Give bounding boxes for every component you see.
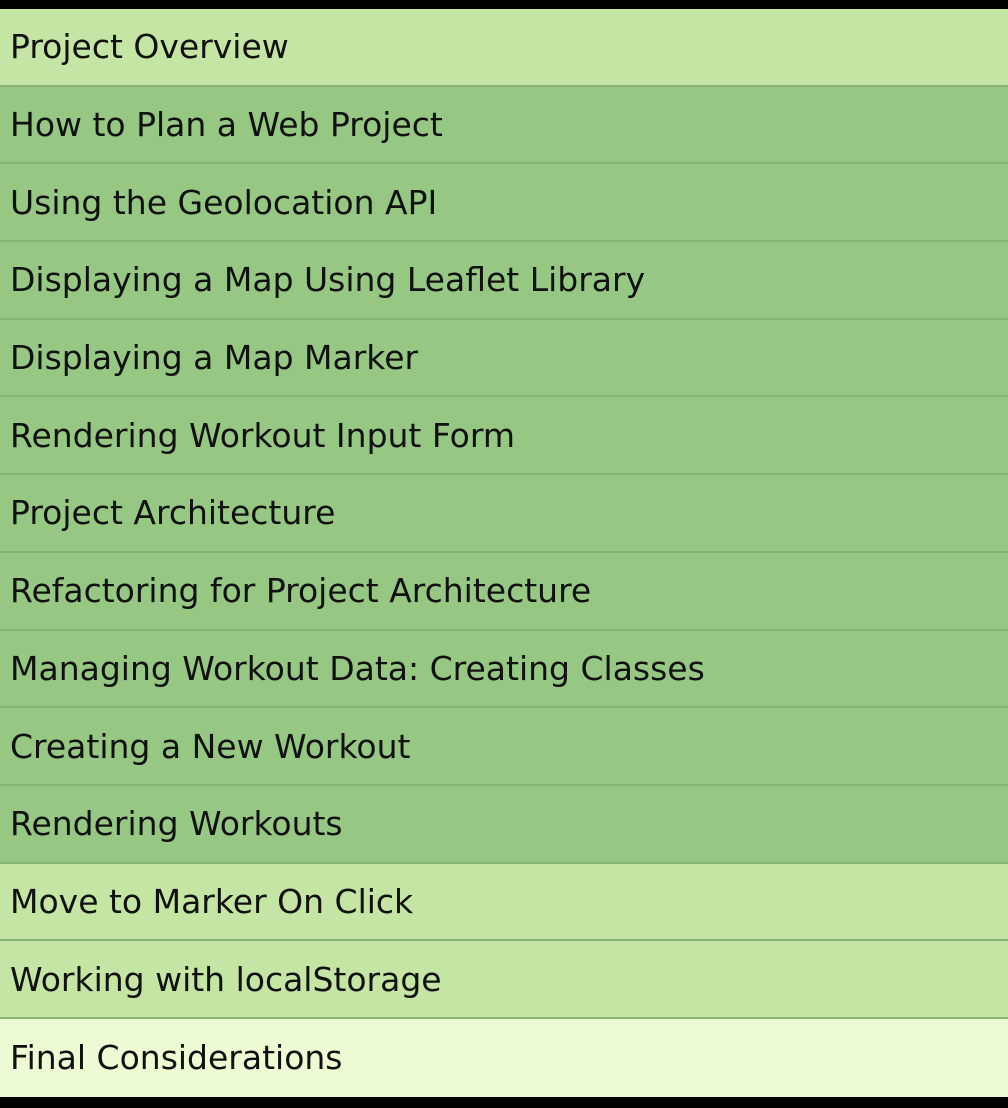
lesson-label: Rendering Workout Input Form <box>10 415 515 455</box>
lesson-item-rendering-workouts[interactable]: Rendering Workouts <box>0 785 1008 864</box>
lesson-label: Rendering Workouts <box>10 804 343 844</box>
lesson-item-project-overview[interactable]: Project Overview <box>0 9 1008 87</box>
lesson-label: Move to Marker On Click <box>10 881 414 921</box>
lesson-label: Working with localStorage <box>10 959 442 999</box>
lesson-label: Displaying a Map Using Leaflet Library <box>10 260 646 300</box>
lesson-item-geolocation-api[interactable]: Using the Geolocation API <box>0 164 1008 243</box>
lesson-label: Project Architecture <box>10 493 336 533</box>
lesson-item-move-to-marker[interactable]: Move to Marker On Click <box>0 863 1008 942</box>
lesson-label: Managing Workout Data: Creating Classes <box>10 648 705 688</box>
lesson-label: How to Plan a Web Project <box>10 105 443 145</box>
lesson-label: Refactoring for Project Architecture <box>10 571 592 611</box>
lesson-item-leaflet-map[interactable]: Displaying a Map Using Leaflet Library <box>0 242 1008 320</box>
lesson-item-plan-web-project[interactable]: How to Plan a Web Project <box>0 86 1008 165</box>
lesson-item-map-marker[interactable]: Displaying a Map Marker <box>0 319 1008 398</box>
lesson-item-new-workout[interactable]: Creating a New Workout <box>0 708 1008 786</box>
lesson-item-final-considerations[interactable]: Final Considerations <box>0 1018 1008 1097</box>
lesson-label: Displaying a Map Marker <box>10 338 419 378</box>
lesson-label: Final Considerations <box>10 1038 343 1078</box>
lesson-label: Using the Geolocation API <box>10 182 438 222</box>
lesson-item-local-storage[interactable]: Working with localStorage <box>0 941 1008 1019</box>
lesson-label: Creating a New Workout <box>10 726 411 766</box>
lesson-label: Project Overview <box>10 27 289 67</box>
lesson-item-project-architecture[interactable]: Project Architecture <box>0 475 1008 553</box>
lesson-item-creating-classes[interactable]: Managing Workout Data: Creating Classes <box>0 630 1008 709</box>
lesson-list: Project Overview How to Plan a Web Proje… <box>0 9 1008 1097</box>
lesson-item-refactoring-architecture[interactable]: Refactoring for Project Architecture <box>0 552 1008 631</box>
lesson-item-workout-input-form[interactable]: Rendering Workout Input Form <box>0 397 1008 476</box>
